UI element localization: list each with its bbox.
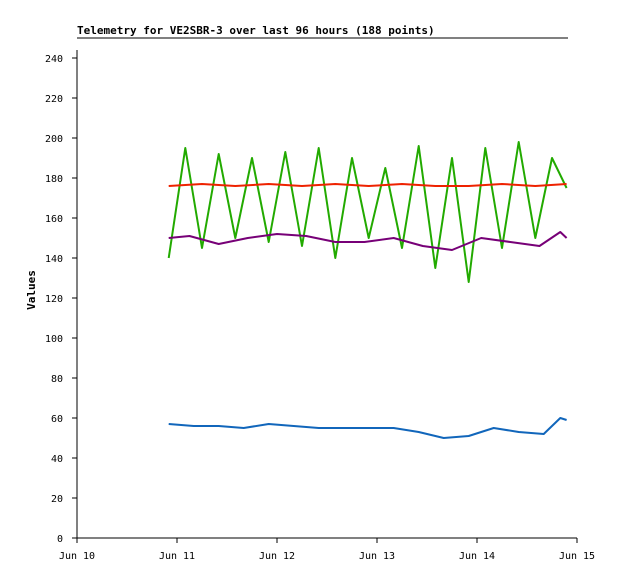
y-tick-label: 140 [45, 254, 63, 265]
series-line-3 [168, 231, 568, 251]
y-tick-label: 80 [51, 374, 63, 385]
chart-title: Telemetry for VE2SBR-3 over last 96 hour… [77, 24, 435, 37]
y-tick-label: 20 [51, 494, 63, 505]
x-tick-label: Jun 10 [59, 551, 95, 562]
y-tick-label: 240 [45, 54, 63, 65]
y-tick-label: 100 [45, 334, 63, 345]
y-tick-label: 220 [45, 94, 63, 105]
x-tick-label: Jun 14 [459, 551, 495, 562]
x-tick-label: Jun 15 [559, 551, 595, 562]
y-tick-label: 180 [45, 174, 63, 185]
series-line-2 [168, 183, 567, 187]
y-axis-label: Values [25, 270, 38, 310]
y-tick-label: 160 [45, 214, 63, 225]
series-line-1 [167, 141, 568, 283]
x-tick-label: Jun 13 [359, 551, 395, 562]
y-tick-label: 120 [45, 294, 63, 305]
plot-area: 0 20 40 60 80 100 120 140 160 180 200 220 240 Jun 10 J… [45, 50, 595, 562]
series-line-4 [168, 417, 567, 439]
x-tick-label: Jun 12 [259, 551, 295, 562]
y-tick-label: 60 [51, 414, 63, 425]
y-tick-label: 0 [57, 534, 63, 545]
y-tick-label: 200 [45, 134, 63, 145]
x-tick-label: Jun 11 [159, 551, 195, 562]
y-tick-label: 40 [51, 454, 63, 465]
